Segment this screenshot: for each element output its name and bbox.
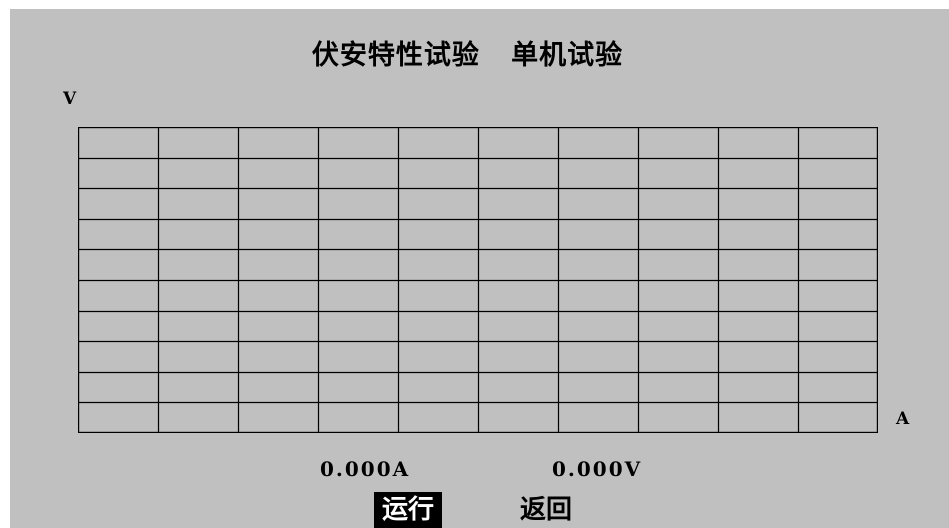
voltage-readout: 0.000V [552, 457, 643, 481]
run-button[interactable]: 运行 [374, 492, 443, 528]
current-readout: 0.000A [320, 457, 411, 481]
instrument-screen: 伏安特性试验 单机试验 V A 0.000A 0.000V 运行 返回 [10, 9, 949, 528]
back-button[interactable]: 返回 [520, 495, 573, 525]
voltage-current-plot-grid [78, 127, 878, 433]
page-title: 伏安特性试验 单机试验 [311, 40, 624, 71]
y-axis-label: V [63, 89, 77, 109]
x-axis-label: A [896, 409, 910, 429]
